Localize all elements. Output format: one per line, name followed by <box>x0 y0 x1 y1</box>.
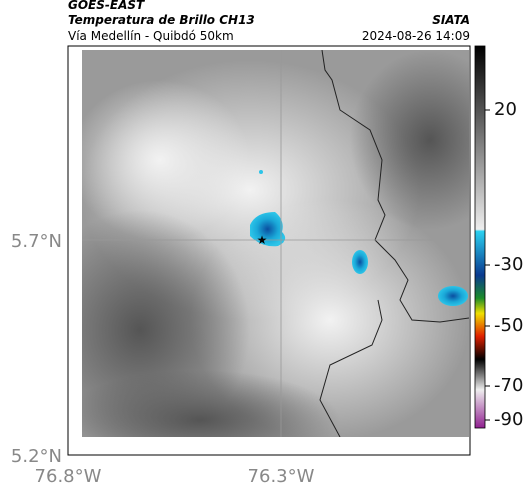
satellite-image: ★ <box>82 50 469 437</box>
timestamp: 2024-08-26 14:09 <box>362 29 470 43</box>
map-frame <box>67 45 471 456</box>
subtitle: Vía Medellín - Quibdó 50km <box>68 29 234 43</box>
colorbar-label: -90 <box>494 409 523 430</box>
source: GOES-EAST <box>68 0 145 12</box>
colorbar-label: -30 <box>494 254 523 275</box>
x-label: 76.3°W <box>248 466 315 487</box>
title: Temperatura de Brillo CH13 <box>68 13 255 27</box>
colorbar <box>474 45 486 429</box>
colorbar-ticks: 20 -30 -50 -70 -90 <box>485 99 523 430</box>
x-label: 76.8°W <box>35 466 102 487</box>
brand: SIATA <box>432 13 470 27</box>
colorbar-label: 20 <box>494 99 517 120</box>
svg-text:★: ★ <box>257 233 268 247</box>
y-label: 5.2°N <box>11 446 62 467</box>
colorbar-label: -50 <box>494 315 523 336</box>
colorbar-label: -70 <box>494 375 523 396</box>
y-label: 5.7°N <box>11 231 62 252</box>
